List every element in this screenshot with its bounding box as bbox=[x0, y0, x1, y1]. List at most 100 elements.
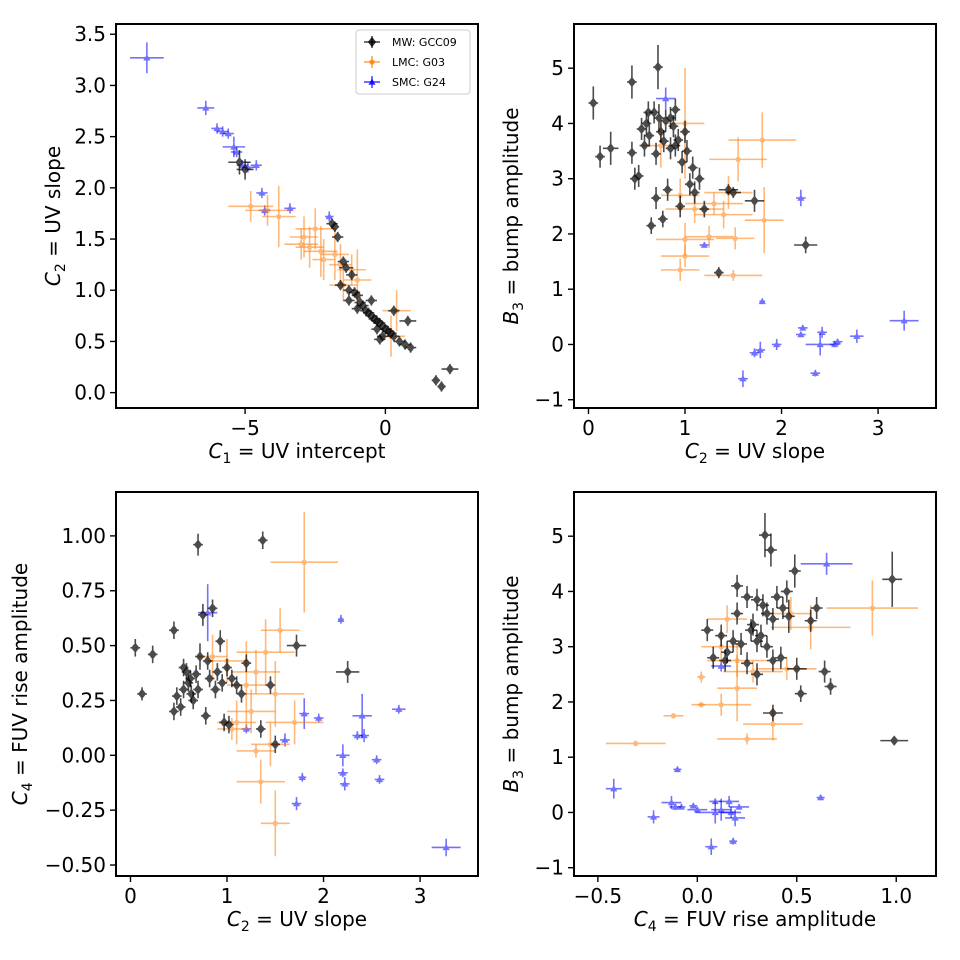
marker bbox=[700, 203, 709, 215]
marker bbox=[300, 710, 308, 717]
marker bbox=[262, 649, 269, 655]
data-point bbox=[719, 795, 740, 807]
marker bbox=[649, 107, 659, 118]
marker bbox=[291, 719, 298, 725]
marker bbox=[437, 381, 446, 392]
marker bbox=[253, 747, 259, 754]
y-tick-label: −1 bbox=[535, 856, 564, 880]
axes-frame bbox=[573, 23, 937, 409]
marker bbox=[242, 657, 251, 669]
y-axis-label: C2 = UV slope bbox=[41, 146, 69, 286]
marker bbox=[707, 843, 715, 850]
marker bbox=[232, 679, 241, 691]
data-point bbox=[392, 704, 406, 714]
marker bbox=[445, 363, 455, 375]
marker bbox=[211, 684, 220, 695]
data-point bbox=[304, 225, 338, 277]
data-point bbox=[212, 663, 223, 681]
x-tick-label: 1 bbox=[221, 884, 234, 908]
x-axis-label: C4 = FUV rise amplitude bbox=[634, 907, 876, 935]
marker bbox=[752, 669, 762, 680]
marker bbox=[673, 765, 682, 773]
marker bbox=[632, 740, 639, 746]
data-point bbox=[665, 195, 724, 223]
data-point bbox=[374, 775, 385, 784]
marker bbox=[325, 212, 333, 220]
marker bbox=[812, 602, 821, 614]
data-point bbox=[236, 159, 254, 180]
y-tick-label: 4 bbox=[551, 111, 564, 135]
data-point bbox=[738, 370, 748, 388]
data-point bbox=[758, 297, 766, 305]
marker bbox=[271, 739, 280, 750]
marker bbox=[717, 630, 726, 641]
data-point bbox=[687, 806, 708, 813]
marker bbox=[442, 843, 450, 851]
marker bbox=[728, 635, 738, 647]
marker bbox=[258, 535, 267, 546]
marker bbox=[700, 241, 708, 248]
marker bbox=[776, 652, 786, 663]
x-tick-label: 0.0 bbox=[681, 884, 713, 908]
data-point bbox=[195, 643, 205, 670]
x-tick-label: 0 bbox=[124, 884, 137, 908]
data-point bbox=[764, 533, 777, 567]
marker bbox=[778, 602, 788, 614]
marker bbox=[669, 121, 678, 132]
series-smc bbox=[656, 87, 919, 388]
marker bbox=[658, 213, 667, 225]
marker bbox=[344, 285, 354, 296]
legend-marker bbox=[367, 36, 377, 48]
data-point bbox=[130, 639, 141, 657]
marker bbox=[662, 94, 670, 102]
data-point bbox=[707, 646, 720, 669]
marker bbox=[690, 187, 699, 198]
marker bbox=[653, 61, 663, 73]
plot-area bbox=[605, 512, 919, 856]
y-tick-label: 1.5 bbox=[74, 227, 106, 251]
data-point bbox=[701, 619, 714, 642]
marker bbox=[656, 126, 666, 137]
marker bbox=[739, 375, 747, 382]
marker bbox=[298, 773, 306, 780]
data-point bbox=[760, 602, 773, 625]
marker bbox=[627, 76, 637, 88]
marker bbox=[292, 799, 301, 807]
marker bbox=[193, 539, 203, 550]
x-tick-label: −5 bbox=[230, 416, 259, 440]
data-point bbox=[222, 658, 232, 677]
data-point bbox=[224, 715, 234, 734]
x-tick-label: 3 bbox=[872, 416, 885, 440]
marker bbox=[372, 323, 382, 335]
marker bbox=[732, 580, 742, 592]
legend-label: MW: GCC09 bbox=[392, 36, 457, 49]
marker bbox=[823, 560, 831, 567]
data-point bbox=[188, 691, 199, 710]
marker bbox=[761, 217, 768, 223]
marker bbox=[233, 719, 240, 725]
data-point bbox=[295, 208, 335, 250]
data-point bbox=[715, 227, 755, 250]
y-tick-label: 0.00 bbox=[61, 743, 106, 767]
marker bbox=[695, 173, 704, 184]
marker bbox=[736, 638, 746, 650]
marker bbox=[360, 731, 368, 739]
marker bbox=[148, 649, 157, 660]
marker bbox=[143, 54, 151, 61]
data-point bbox=[697, 671, 706, 683]
data-point bbox=[236, 744, 276, 758]
data-point bbox=[241, 654, 252, 672]
data-point bbox=[649, 101, 659, 124]
marker bbox=[732, 235, 739, 241]
marker bbox=[663, 184, 672, 195]
data-point bbox=[665, 106, 676, 129]
data-point bbox=[766, 608, 779, 631]
marker bbox=[820, 666, 829, 677]
marker bbox=[720, 211, 727, 218]
data-point bbox=[337, 614, 345, 624]
marker bbox=[208, 603, 217, 614]
marker bbox=[257, 778, 264, 785]
marker bbox=[900, 317, 908, 324]
data-point bbox=[804, 609, 817, 632]
